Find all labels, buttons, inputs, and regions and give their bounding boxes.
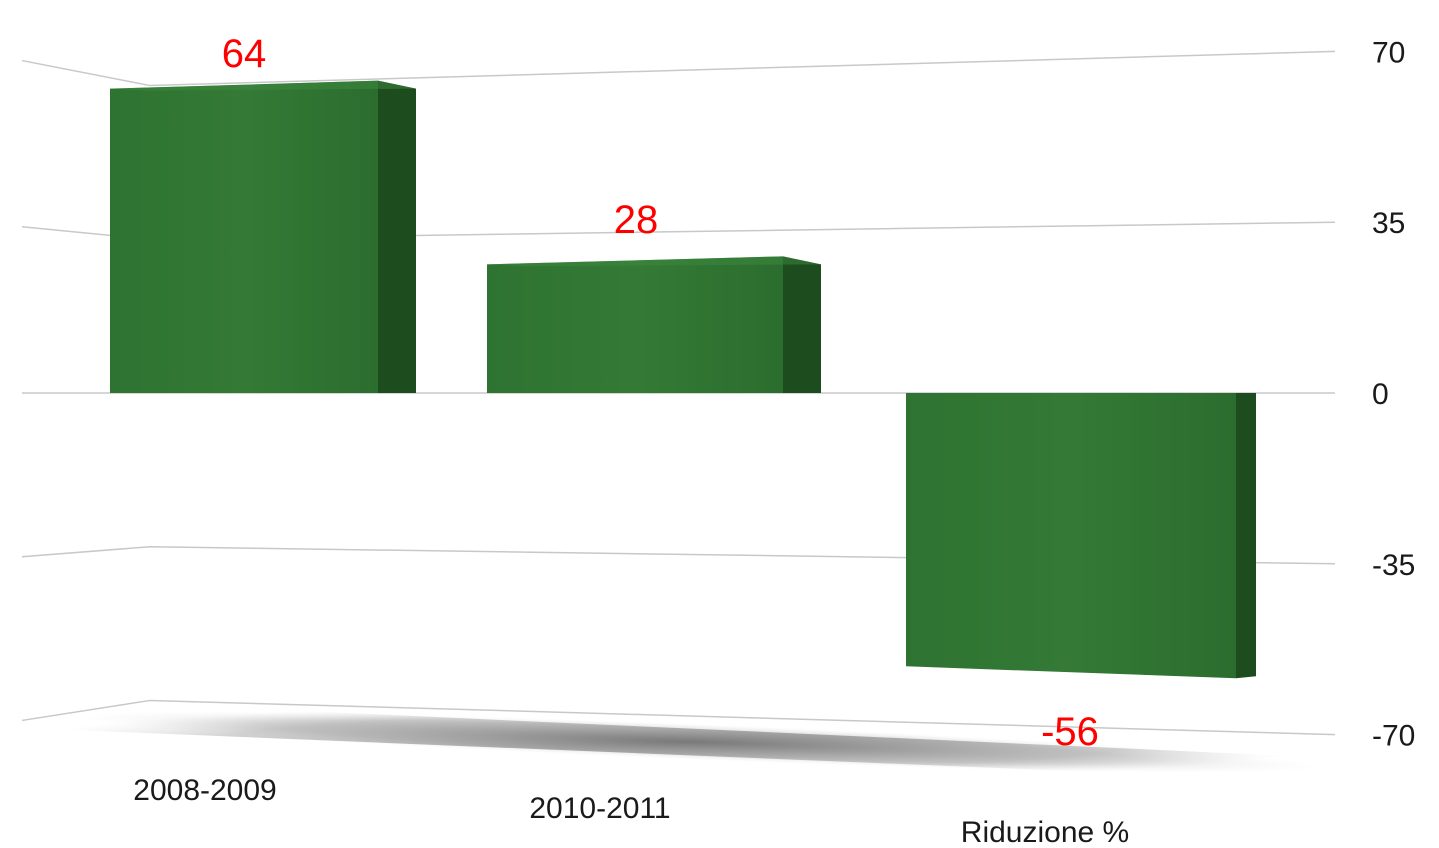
x-category-label: 2008-2009 xyxy=(133,774,276,807)
y-tick-label: 70 xyxy=(1372,36,1405,69)
bar-1 xyxy=(487,256,821,393)
x-axis-categories: 2008-2009 2010-2011 Riduzione % xyxy=(133,774,1129,848)
bar-side-0 xyxy=(378,80,416,394)
bar-2 xyxy=(906,393,1256,679)
bar-side-2 xyxy=(1236,393,1256,679)
bars xyxy=(110,80,1256,679)
y-tick-label: 35 xyxy=(1372,207,1405,240)
bar-top-0 xyxy=(110,80,416,91)
bar-front-1 xyxy=(487,256,783,393)
y-tick-label: -70 xyxy=(1372,720,1415,753)
x-category-label: Riduzione % xyxy=(961,816,1129,848)
bar-front-2 xyxy=(906,393,1236,679)
y-axis-ticks: 70 35 0 -35 -70 xyxy=(1372,36,1415,752)
gridline-0 xyxy=(21,50,1336,87)
x-category-label: 2010-2011 xyxy=(529,792,670,825)
floor-shadow-layer xyxy=(22,704,1335,780)
y-tick-label: -35 xyxy=(1372,549,1415,582)
bar-front-0 xyxy=(110,80,378,394)
data-label: -56 xyxy=(1041,710,1099,754)
y-tick-label: 0 xyxy=(1372,378,1389,411)
floor-shadow-blur xyxy=(80,711,1320,773)
data-labels: 64 28 -56 xyxy=(222,32,1099,754)
gridline-4 xyxy=(21,699,1336,736)
bar-side-1 xyxy=(783,256,821,393)
data-label: 64 xyxy=(222,32,267,76)
bar-0 xyxy=(110,80,416,394)
data-label: 28 xyxy=(614,198,659,242)
bar-top-1 xyxy=(487,256,821,267)
